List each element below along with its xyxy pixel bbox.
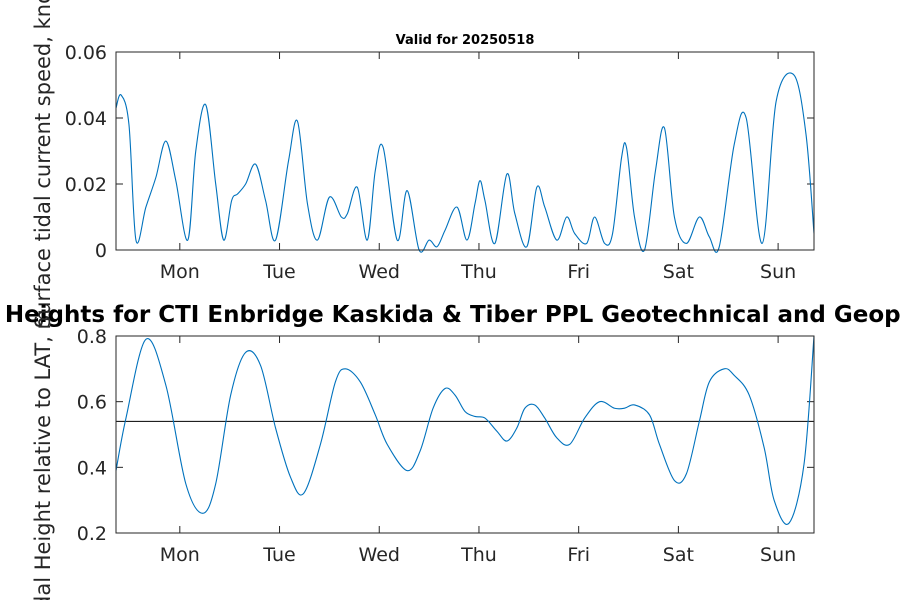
speed-plot-frame — [115, 51, 815, 251]
height-xtick-label: Thu — [460, 544, 497, 566]
speed-axes: Valid for 20250518 Surface tidal current… — [31, 0, 815, 328]
height-ticks: 0.2 0.4 0.6 0.8 Mon Tue Wed Thu Fri Sat Sun — [77, 326, 814, 566]
speed-chart-title: Valid for 20250518 — [396, 33, 535, 48]
height-xtick-label: Sat — [663, 544, 694, 566]
height-xtick-label: Sun — [760, 544, 796, 566]
speed-ytick-label: 0 — [95, 240, 107, 262]
height-ytick-label: 0.6 — [77, 392, 107, 414]
height-xtick-label: Fri — [567, 544, 590, 566]
speed-ytick-label: 0.02 — [65, 174, 107, 196]
height-ytick-label: 0.4 — [77, 457, 107, 479]
height-ytick-label: 0.8 — [77, 326, 107, 348]
height-xtick-label: Mon — [160, 544, 200, 566]
height-axes: Currents and Heights for CTI Enbridge Ka… — [0, 302, 900, 600]
height-ytick-label: 0.2 — [77, 523, 107, 545]
height-plot-frame — [115, 335, 815, 534]
speed-xtick-label: Fri — [567, 261, 590, 283]
speed-xtick-label: Tue — [262, 261, 295, 283]
speed-xtick-label: Sat — [663, 261, 694, 283]
speed-xtick-label: Wed — [359, 261, 400, 283]
speed-ytick-label: 0.04 — [65, 108, 107, 130]
speed-xtick-label: Sun — [760, 261, 796, 283]
height-xtick-label: Tue — [262, 544, 295, 566]
height-chart-title: Currents and Heights for CTI Enbridge Ka… — [0, 302, 900, 328]
speed-xtick-label: Thu — [460, 261, 497, 283]
height-y-axis-label: Tidal Height relative to LAT, m — [31, 309, 55, 600]
speed-y-axis-label: Surface tidal current speed, knots — [31, 0, 55, 328]
speed-xtick-label: Mon — [160, 261, 200, 283]
speed-ticks: 0 0.02 0.04 0.06 Mon Tue Wed Thu Fri Sat Sun — [65, 42, 814, 283]
height-series-line — [115, 335, 815, 525]
speed-ytick-label: 0.06 — [65, 42, 107, 64]
speed-series-line — [115, 72, 815, 253]
height-xtick-label: Wed — [359, 544, 400, 566]
